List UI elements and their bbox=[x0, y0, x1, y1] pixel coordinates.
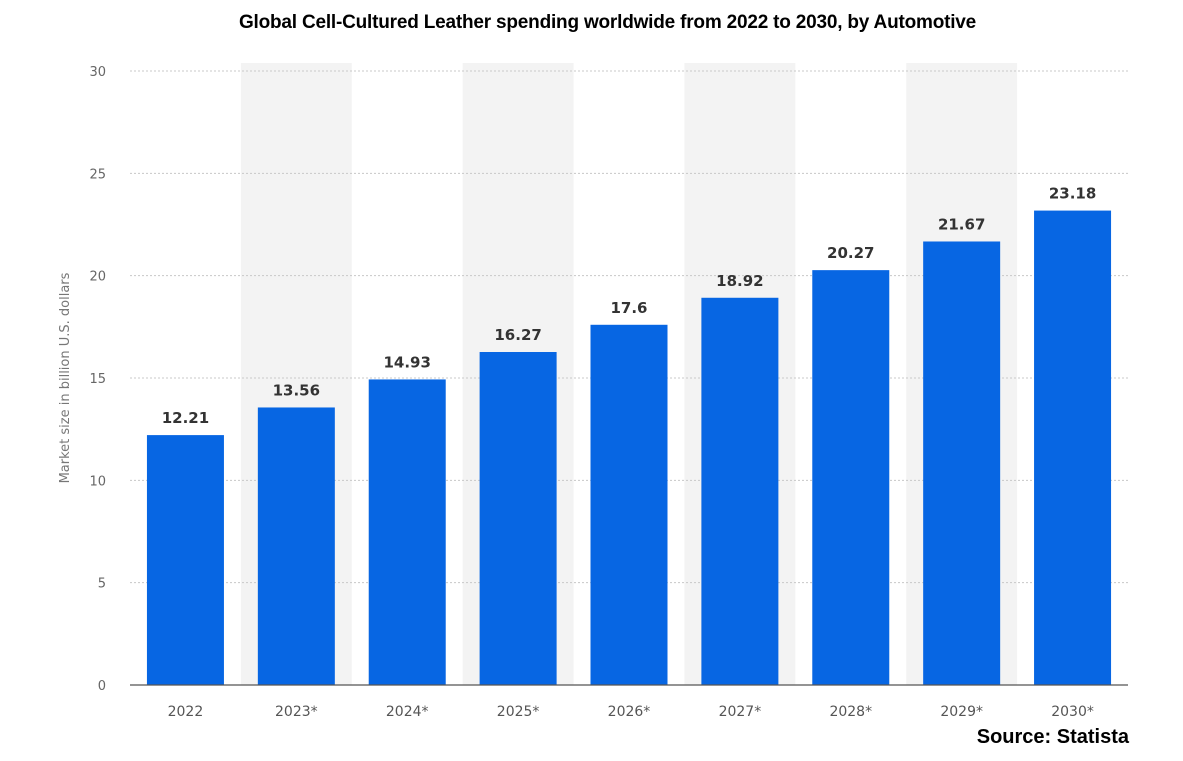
data-label: 17.6 bbox=[610, 299, 647, 317]
bar bbox=[479, 352, 557, 685]
data-label: 23.18 bbox=[1049, 185, 1096, 203]
x-tick-label: 2022 bbox=[168, 704, 204, 720]
x-tick-label: 2027* bbox=[719, 704, 762, 720]
y-axis-title: Market size in billion U.S. dollars bbox=[58, 272, 73, 483]
bar bbox=[146, 435, 224, 685]
y-tick-label: 30 bbox=[89, 65, 106, 80]
x-axis-labels: 2022 2023* 2024* 2025* 2026* 2027* 2028* 2029* 2… bbox=[168, 704, 1094, 720]
y-tick-label: 15 bbox=[89, 372, 106, 387]
x-tick-label: 2026* bbox=[608, 704, 651, 720]
source-note: Source: Statista bbox=[976, 726, 1129, 748]
x-tick-label: 2028* bbox=[829, 704, 872, 720]
x-tick-label: 2024* bbox=[386, 704, 429, 720]
data-labels: 12.21 13.56 14.93 16.27 17.6 18.92 20.27 21.67 2… bbox=[162, 185, 1097, 428]
x-tick-label: 2030* bbox=[1051, 704, 1094, 720]
x-tick-label: 2023* bbox=[275, 704, 318, 720]
bar bbox=[701, 297, 779, 685]
data-label: 21.67 bbox=[938, 215, 985, 233]
bar bbox=[368, 379, 446, 685]
data-label: 12.21 bbox=[162, 409, 209, 427]
data-label: 18.92 bbox=[716, 272, 763, 290]
data-label: 14.93 bbox=[383, 353, 430, 371]
bar bbox=[257, 407, 335, 685]
y-tick-label: 25 bbox=[89, 167, 106, 182]
y-tick-label: 10 bbox=[89, 474, 106, 489]
bar bbox=[812, 270, 890, 685]
y-tick-label: 5 bbox=[98, 577, 106, 592]
x-tick-label: 2029* bbox=[940, 704, 983, 720]
chart-title: Global Cell-Cultured Leather spending wo… bbox=[238, 12, 977, 33]
y-tick-label: 0 bbox=[98, 679, 106, 694]
data-label: 16.27 bbox=[494, 326, 541, 344]
bar bbox=[1034, 210, 1112, 685]
data-label: 13.56 bbox=[273, 381, 320, 399]
y-axis-ticks: 0 5 10 15 20 25 30 bbox=[89, 65, 106, 694]
data-label: 20.27 bbox=[827, 244, 874, 262]
y-tick-label: 20 bbox=[89, 270, 106, 285]
bars bbox=[146, 210, 1112, 685]
bar bbox=[590, 324, 668, 685]
bar bbox=[923, 241, 1001, 685]
x-tick-label: 2025* bbox=[497, 704, 540, 720]
